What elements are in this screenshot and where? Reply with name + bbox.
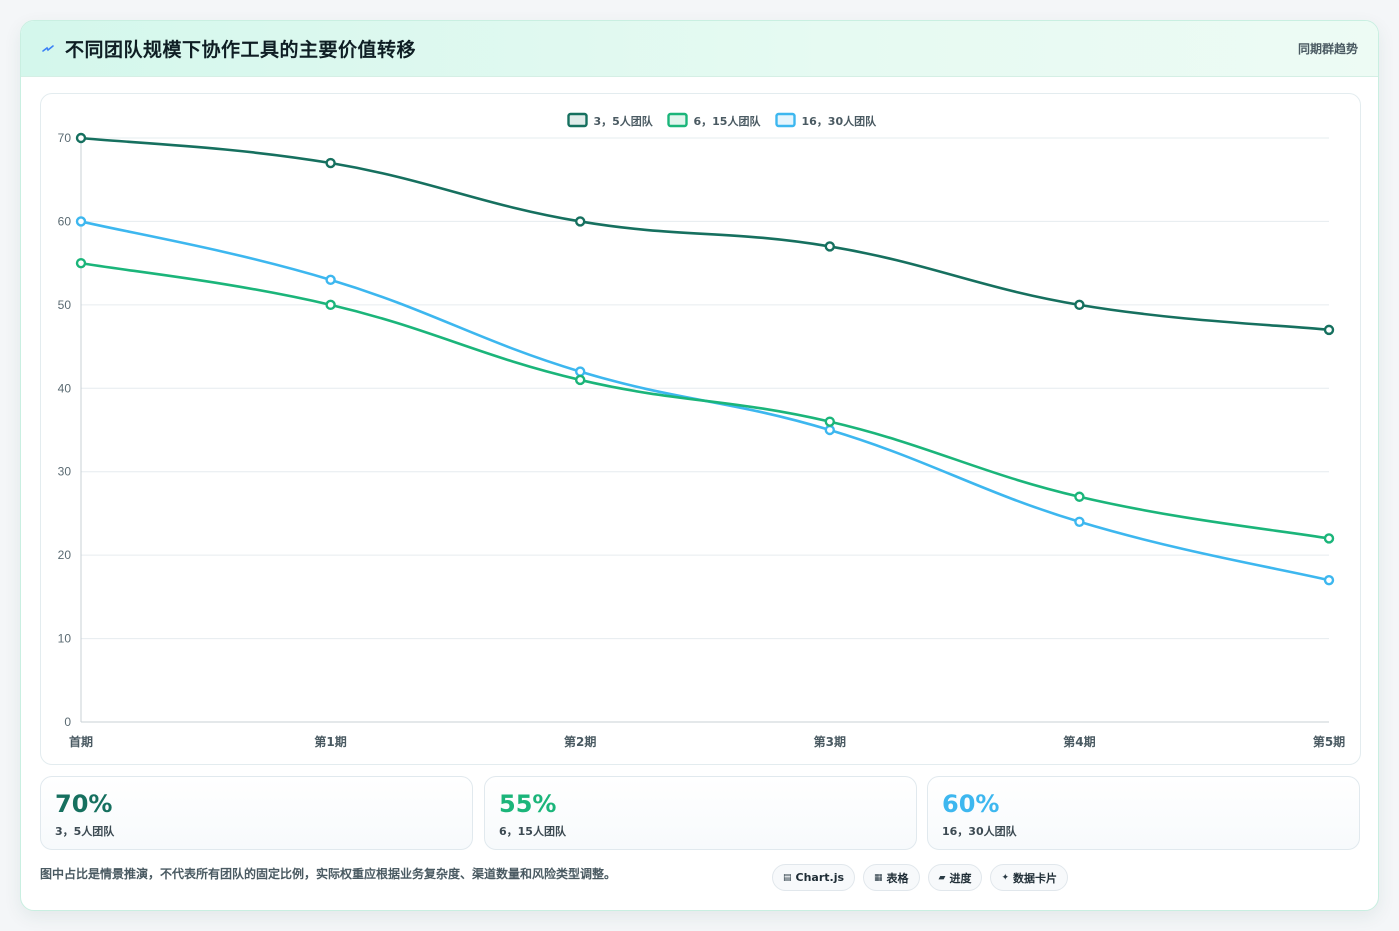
chip-progress[interactable]: ▰ 进度 <box>927 864 983 891</box>
legend-label: 6，15人团队 <box>694 114 762 128</box>
chip-label: 数据卡片 <box>1013 871 1058 885</box>
stat-row: 70% 3，5人团队 55% 6，15人团队 60% 16，30人团队 <box>40 776 1361 850</box>
data-point <box>1074 299 1085 311</box>
x-tick-label: 首期 <box>69 734 93 749</box>
bolt-icon <box>42 44 54 52</box>
y-tick-label: 50 <box>58 298 72 312</box>
x-tick-label: 第4期 <box>1063 734 1095 749</box>
data-point <box>575 374 586 386</box>
chip-label: 表格 <box>886 871 909 885</box>
data-point <box>75 257 87 269</box>
data-point <box>1323 533 1335 544</box>
data-point <box>575 366 586 377</box>
stat-value: 70% <box>55 790 113 818</box>
data-point <box>1074 516 1085 527</box>
page-title: 不同团队规模下协作工具的主要价值转移 <box>65 39 417 61</box>
data-point <box>824 424 835 436</box>
legend-label: 16，30人团队 <box>802 114 878 128</box>
page-subtitle: 同期群趋势 <box>1297 42 1358 56</box>
feature-chips: ▤ Chart.js ▦ 表格 ▰ 进度 ✦ 数据卡片 <box>772 864 1069 891</box>
y-tick-label: 70 <box>58 131 72 145</box>
stat-card: 60% 16，30人团队 <box>927 776 1360 850</box>
data-point <box>325 274 336 286</box>
x-tick-label: 第5期 <box>1313 734 1345 749</box>
chip-label: 进度 <box>949 871 972 885</box>
stat-label: 3，5人团队 <box>55 825 115 838</box>
data-point <box>824 416 835 427</box>
y-tick-label: 0 <box>64 715 71 729</box>
line-chart: 0 10 20 30 40 50 60 70 首期 第1期 第2期 第3期 第4期 第5期 3，5人团队 6，… <box>58 112 1345 749</box>
series-line <box>80 136 1330 332</box>
data-point <box>75 132 87 144</box>
chip-data-card[interactable]: ✦ 数据卡片 <box>990 864 1069 891</box>
y-tick-label: 10 <box>58 632 72 646</box>
table-icon: ▦ <box>874 872 883 883</box>
data-point <box>75 216 87 227</box>
legend-swatch <box>567 112 588 128</box>
y-tick-label: 40 <box>58 381 72 395</box>
data-point <box>824 241 835 252</box>
series-line <box>80 261 1330 540</box>
x-tick-label: 第2期 <box>564 734 596 749</box>
chart-panel: 0 10 20 30 40 50 60 70 首期 第1期 第2期 第3期 第4期 第5期 3，5人团队 6，… <box>40 93 1361 765</box>
card-header: 不同团队规模下协作工具的主要价值转移 同期群趋势 <box>21 21 1378 77</box>
stat-value: 55% <box>499 790 557 818</box>
legend-swatch <box>667 112 688 128</box>
footnote: 图中占比是情景推演，不代表所有团队的固定比例，实际权重应根据业务复杂度、渠道数量… <box>40 867 617 881</box>
progress-icon: ▰ <box>938 872 946 883</box>
data-point <box>1074 491 1085 502</box>
chart-card: 不同团队规模下协作工具的主要价值转移 同期群趋势 0 10 20 30 40 50 60 70… <box>20 20 1379 911</box>
chip-table[interactable]: ▦ 表格 <box>863 864 920 891</box>
y-tick-label: 30 <box>58 465 72 479</box>
stat-value: 60% <box>942 790 1000 818</box>
stat-card: 70% 3，5人团队 <box>40 776 473 850</box>
x-tick-label: 第3期 <box>814 734 846 749</box>
legend-label: 3，5人团队 <box>594 114 654 128</box>
data-point <box>575 216 586 227</box>
y-tick-label: 60 <box>58 214 72 228</box>
data-point <box>325 157 336 169</box>
chip-chartjs[interactable]: ▤ Chart.js <box>772 864 856 891</box>
stat-card: 55% 6，15人团队 <box>484 776 917 850</box>
data-point <box>1323 324 1335 336</box>
chip-label: Chart.js <box>795 871 845 884</box>
legend-swatch <box>775 112 796 128</box>
stat-label: 16，30人团队 <box>942 825 1017 838</box>
sparkle-icon: ✦ <box>1001 872 1010 883</box>
chart-icon: ▤ <box>783 872 792 883</box>
stat-label: 6，15人团队 <box>499 825 566 838</box>
y-tick-label: 20 <box>58 548 72 562</box>
x-tick-label: 第1期 <box>314 734 346 749</box>
data-point <box>325 299 336 311</box>
data-point <box>1323 574 1335 586</box>
